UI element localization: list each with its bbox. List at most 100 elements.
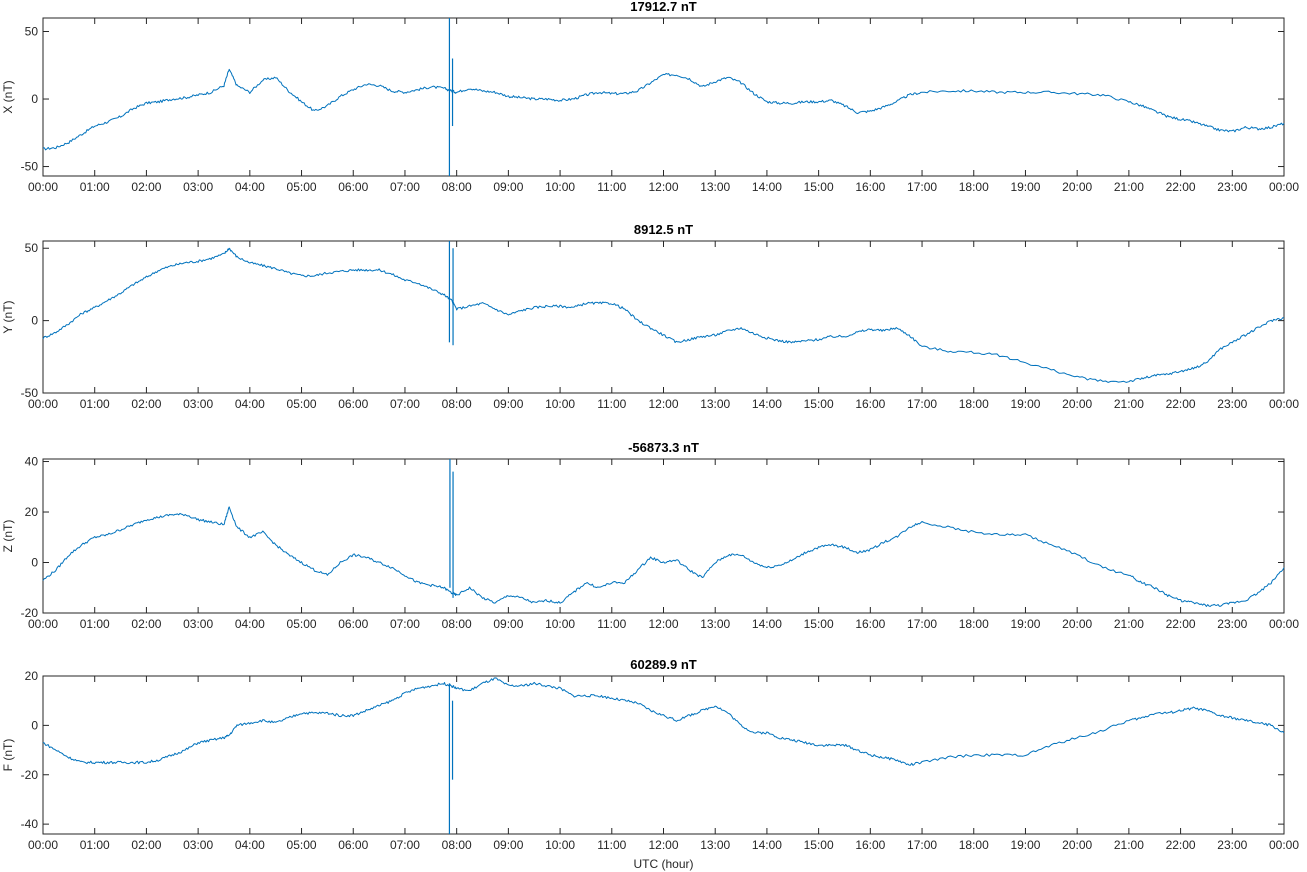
x-tick-label: 10:00 [545, 838, 575, 852]
x-tick-label: 22:00 [1166, 838, 1196, 852]
x-tick-label: 22:00 [1166, 397, 1196, 411]
x-tick-label: 01:00 [80, 617, 110, 631]
x-tick-label: 04:00 [235, 397, 265, 411]
y-tick-label: 50 [25, 241, 39, 255]
x-tick-label: 00:00 [1269, 180, 1299, 194]
axes-box [42, 675, 1285, 835]
panel-title: 8912.5 nT [634, 222, 693, 237]
x-tick-label: 08:00 [442, 180, 472, 194]
x-tick-label: 14:00 [752, 397, 782, 411]
x-tick-label: 02:00 [131, 838, 161, 852]
axes-box [42, 17, 1285, 177]
y-tick-label: 0 [31, 314, 38, 328]
x-tick-label: 16:00 [855, 617, 885, 631]
x-tick-label: 21:00 [1114, 838, 1144, 852]
x-tick-label: 12:00 [648, 617, 678, 631]
x-tick-label: 06:00 [338, 397, 368, 411]
y-axis-label: F (nT) [1, 739, 15, 772]
x-tick-label: 13:00 [700, 838, 730, 852]
panel-title: 17912.7 nT [630, 0, 697, 14]
x-tick-label: 12:00 [648, 180, 678, 194]
y-tick-label: -40 [21, 817, 39, 831]
x-tick-label: 13:00 [700, 617, 730, 631]
x-tick-label: 11:00 [597, 617, 626, 631]
x-tick-label: 20:00 [1062, 397, 1092, 411]
x-tick-label: 22:00 [1166, 180, 1196, 194]
panel-title: 60289.9 nT [630, 657, 697, 672]
x-tick-label: 21:00 [1114, 397, 1144, 411]
x-tick-label: 18:00 [959, 838, 989, 852]
x-tick-label: 02:00 [131, 617, 161, 631]
y-tick-label: 0 [31, 556, 38, 570]
x-tick-label: 19:00 [1010, 838, 1040, 852]
x-tick-label: 14:00 [752, 838, 782, 852]
x-tick-label: 15:00 [804, 180, 834, 194]
y-tick-label: -20 [21, 768, 39, 782]
panel-z: -56873.3 nT Z (nT) 00:00 01:00 02:00 03:00 04:… [1, 440, 1299, 631]
x-tick-label: 12:00 [648, 397, 678, 411]
x-tick-label: 11:00 [597, 180, 626, 194]
x-tick-label: 23:00 [1217, 838, 1247, 852]
x-tick-label: 18:00 [959, 617, 989, 631]
x-tick-label: 05:00 [287, 617, 317, 631]
x-tick-label: 10:00 [545, 617, 575, 631]
x-tick-label: 05:00 [287, 397, 317, 411]
x-tick-label: 13:00 [700, 180, 730, 194]
x-tick-label: 23:00 [1217, 180, 1247, 194]
x-axis-label: UTC (hour) [633, 857, 693, 871]
x-tick-label: 19:00 [1010, 617, 1040, 631]
series-line [42, 247, 1285, 383]
x-tick-label: 00:00 [28, 617, 58, 631]
x-tick-label: 20:00 [1062, 617, 1092, 631]
x-tick-label: 09:00 [493, 838, 523, 852]
x-tick-label: 20:00 [1062, 838, 1092, 852]
x-tick-label: 22:00 [1166, 617, 1196, 631]
x-tick-label: 00:00 [28, 838, 58, 852]
x-tick-label: 04:00 [235, 617, 265, 631]
x-tick-label: 08:00 [442, 617, 472, 631]
x-tick-label: 00:00 [28, 180, 58, 194]
x-tick-label: 03:00 [183, 397, 213, 411]
x-tick-label: 00:00 [1269, 838, 1299, 852]
x-tick-label: 14:00 [752, 617, 782, 631]
x-tick-label: 01:00 [80, 180, 110, 194]
y-axis-label: Y (nT) [1, 300, 15, 333]
x-tick-label: 06:00 [338, 838, 368, 852]
x-tick-label: 04:00 [235, 180, 265, 194]
x-tick-label: 17:00 [907, 838, 937, 852]
x-tick-label: 17:00 [907, 617, 937, 631]
x-tick-label: 01:00 [80, 838, 110, 852]
y-tick-label: 20 [25, 669, 39, 683]
series-line [42, 68, 1285, 151]
x-tick-label: 02:00 [131, 397, 161, 411]
x-tick-label: 15:00 [804, 838, 834, 852]
y-tick-label: -20 [21, 606, 39, 620]
x-tick-label: 09:00 [493, 617, 523, 631]
panel-title: -56873.3 nT [628, 440, 699, 455]
x-tick-label: 15:00 [804, 617, 834, 631]
x-tick-label: 20:00 [1062, 180, 1092, 194]
x-tick-label: 02:00 [131, 180, 161, 194]
x-tick-label: 03:00 [183, 617, 213, 631]
series-line [42, 677, 1285, 766]
x-tick-label: 16:00 [855, 397, 885, 411]
y-tick-label: 0 [31, 718, 38, 732]
x-tick-label: 18:00 [959, 180, 989, 194]
y-tick-label: -50 [21, 386, 39, 400]
x-tick-label: 00:00 [1269, 617, 1299, 631]
y-tick-label: 0 [31, 92, 38, 106]
series-line [42, 506, 1285, 607]
x-tick-label: 15:00 [804, 397, 834, 411]
x-tick-label: 12:00 [648, 838, 678, 852]
x-tick-label: 11:00 [597, 838, 626, 852]
x-tick-label: 14:00 [752, 180, 782, 194]
x-tick-label: 09:00 [493, 397, 523, 411]
x-tick-label: 13:00 [700, 397, 730, 411]
y-tick-label: 20 [25, 505, 39, 519]
x-tick-label: 01:00 [80, 397, 110, 411]
y-axis-label: X (nT) [1, 80, 15, 113]
axes-box [42, 458, 1285, 614]
x-tick-label: 05:00 [287, 180, 317, 194]
x-tick-label: 08:00 [442, 838, 472, 852]
